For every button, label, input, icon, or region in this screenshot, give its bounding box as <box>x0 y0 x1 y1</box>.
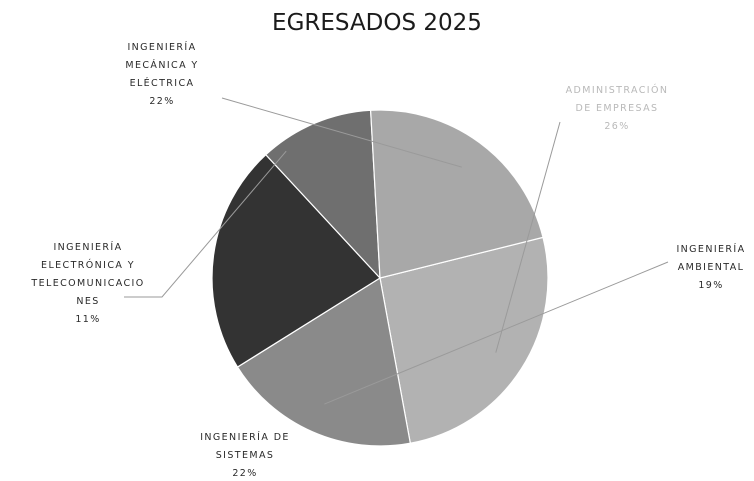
slice-label-1-line-0: INGENIERÍA <box>676 243 745 255</box>
slice-percent-1: 19% <box>698 280 723 291</box>
pie-slice-3 <box>265 109 381 280</box>
pie-slice-2 <box>211 153 381 368</box>
leader-line-3 <box>124 150 287 298</box>
leader-line-1 <box>324 261 669 405</box>
slice-label-4-line-1: MECÁNICA Y <box>125 59 198 71</box>
slice-percent-2: 22% <box>232 468 257 479</box>
slice-label-2-line-0: INGENIERÍA DE <box>200 431 290 443</box>
slice-percent-4: 22% <box>149 96 174 107</box>
slice-label-1-line-1: AMBIENTAL <box>678 262 745 273</box>
slice-label-2-line-1: SISTEMAS <box>216 450 275 461</box>
slice-percent-0: 26% <box>604 121 629 132</box>
leader-lines <box>124 97 669 405</box>
pie-slice-1 <box>236 277 412 447</box>
pie-slice-4 <box>369 109 544 279</box>
pie-slice-0 <box>379 236 549 444</box>
slice-label-3-line-3: NES <box>76 296 99 307</box>
slice-percent-3: 11% <box>75 314 100 325</box>
slice-label-3-line-0: INGENIERÍA <box>53 241 122 253</box>
chart-title: EGRESADOS 2025 <box>272 10 482 36</box>
slice-label-3-line-1: ELECTRÓNICA Y <box>41 259 135 271</box>
slice-label-0-line-1: DE EMPRESAS <box>575 103 658 114</box>
slice-label-4-line-0: INGENIERÍA <box>127 41 196 53</box>
slice-label-0-line-0: ADMINISTRACIÓN <box>566 84 669 96</box>
leader-line-4 <box>221 97 462 168</box>
leader-line-0 <box>495 121 561 353</box>
slice-labels: ADMINISTRACIÓN DE EMPRESAS 26% INGENIERÍA AM… <box>30 41 745 479</box>
slice-label-4-line-2: ELÉCTRICA <box>130 77 195 89</box>
slice-label-3-line-2: TELECOMUNICACIO <box>30 278 144 289</box>
pie-slices <box>211 109 549 447</box>
